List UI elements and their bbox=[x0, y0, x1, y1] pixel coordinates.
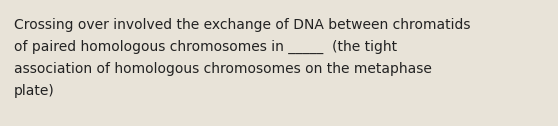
Text: of paired homologous chromosomes in _____  (the tight: of paired homologous chromosomes in ____… bbox=[14, 40, 397, 54]
Text: Crossing over involved the exchange of DNA between chromatids: Crossing over involved the exchange of D… bbox=[14, 18, 470, 32]
Text: association of homologous chromosomes on the metaphase: association of homologous chromosomes on… bbox=[14, 62, 432, 76]
Text: plate): plate) bbox=[14, 84, 55, 98]
